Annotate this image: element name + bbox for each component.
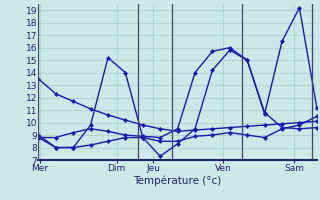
X-axis label: Température (°c): Température (°c)	[133, 176, 222, 186]
